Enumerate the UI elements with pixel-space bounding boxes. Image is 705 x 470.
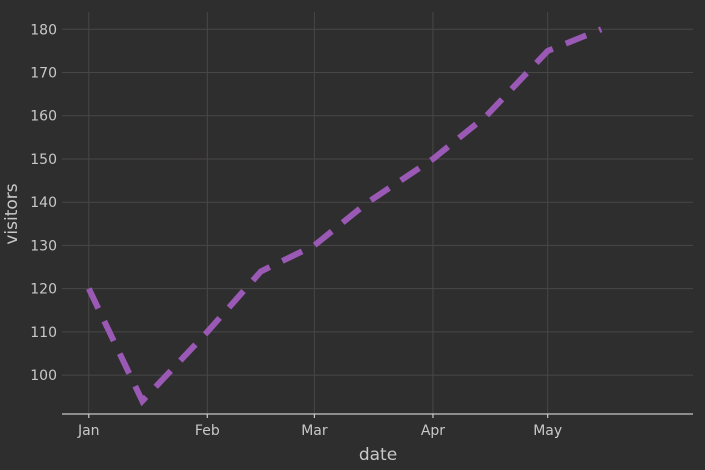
x-tick-label: May <box>533 423 562 439</box>
grid-layer <box>62 12 693 414</box>
x-axis-title: date <box>359 445 397 465</box>
x-tick-label: Apr <box>421 423 445 439</box>
x-tick-label: Jan <box>77 423 100 439</box>
y-tick-label: 120 <box>30 282 57 298</box>
series-layer <box>86 26 603 407</box>
y-tick-label: 130 <box>30 238 57 254</box>
tick-layer: 100 110 120 130 140 150 160 170 180 Jan Feb Mar Apr M… <box>30 22 562 439</box>
y-tick-label: 180 <box>30 22 57 38</box>
y-tick-label: 150 <box>30 152 57 168</box>
series-line <box>86 26 603 407</box>
y-tick-label: 170 <box>30 66 57 82</box>
y-tick-label: 110 <box>30 325 57 341</box>
y-axis-title: visitors <box>2 183 22 244</box>
x-tick-label: Feb <box>195 423 220 439</box>
y-tick-label: 100 <box>30 368 57 384</box>
y-tick-label: 140 <box>30 195 57 211</box>
y-tick-label: 160 <box>30 109 57 125</box>
x-tick-label: Mar <box>301 423 328 439</box>
